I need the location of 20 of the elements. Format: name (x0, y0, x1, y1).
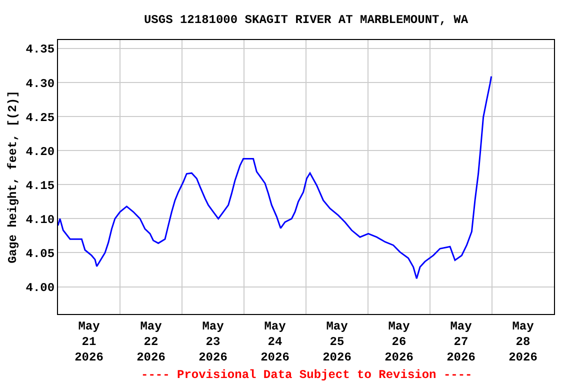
line-series (58, 76, 492, 280)
x-tick-label: May 22 2026 (136, 319, 166, 365)
y-tick-label: 4.35 (26, 42, 55, 57)
chart-title: USGS 12181000 SKAGIT RIVER AT MARBLEMOUNT, WA (144, 13, 469, 28)
x-tick-label: May 27 2026 (446, 319, 476, 365)
x-tick-label: May 23 2026 (198, 319, 228, 365)
y-tick-label: 4.10 (26, 212, 55, 227)
x-tick-label: May 28 2026 (508, 319, 538, 365)
y-tick-label: 4.00 (26, 280, 55, 295)
y-tick-label: 4.15 (26, 178, 55, 193)
y-tick-label: 4.20 (26, 144, 55, 159)
text: ---- Provisional Data Subject to Revision ---- (141, 368, 472, 382)
x-tick-label: May 26 2026 (384, 319, 414, 365)
x-tick-label: May 24 2026 (260, 319, 290, 365)
x-tick-label: May 25 2026 (322, 319, 352, 365)
y-tick-label: 4.30 (26, 76, 55, 91)
y-axis-title: Gage height, feet, [(2)] (6, 90, 20, 264)
y-tick-label: 4.05 (26, 246, 55, 261)
y-tick-label: 4.25 (26, 110, 55, 125)
x-tick-label: May 21 2026 (74, 319, 104, 365)
